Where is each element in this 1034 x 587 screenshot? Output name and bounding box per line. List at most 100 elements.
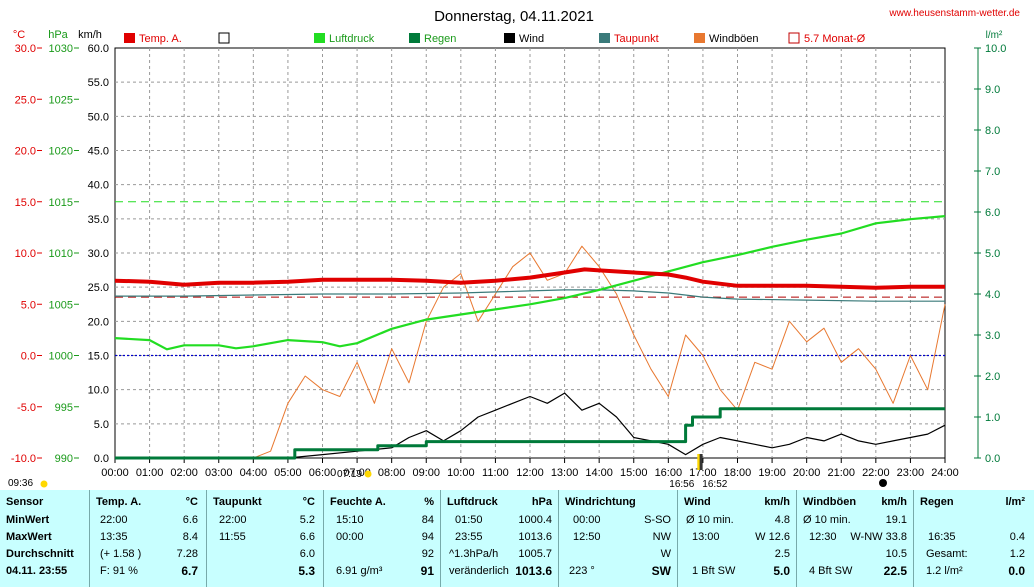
legend-swatch	[314, 33, 325, 43]
pressure-tick-label: 1020	[49, 146, 73, 158]
legend-label: Taupunkt	[614, 33, 659, 45]
dew-min-time: 22:00	[219, 514, 247, 526]
temp-now-value: 6.7	[181, 564, 198, 578]
dew-min-value: 5.2	[299, 514, 315, 526]
legend-label: Temp. A.	[139, 33, 182, 45]
gust-max-time: 12:30	[809, 531, 837, 543]
time-tick-label: 23:00	[897, 467, 925, 479]
website-link[interactable]: www.heusenstamm-wetter.de	[888, 8, 1020, 19]
gust-min-value: 19.1	[885, 514, 907, 526]
temp-min-value: 6.6	[182, 514, 198, 526]
rain-max-time: 16:35	[928, 531, 956, 543]
rain-tick-label: 9.0	[985, 84, 1000, 96]
wind-max-value: W 12.6	[755, 531, 790, 543]
temp-unit-label: °C	[13, 29, 25, 41]
series-gust	[115, 245, 946, 459]
stats-col-dewpoint: Taupunkt °C 22:00 5.2 11:55 6.6 6.0 5.3	[206, 490, 323, 587]
press-max-time: 23:55	[455, 531, 483, 543]
wind-tick-label: 5.0	[94, 419, 109, 431]
dir-now-note: 223 °	[569, 565, 595, 577]
rain-max-value: 0.4	[1009, 531, 1025, 543]
pressure-tick-label: 1010	[49, 248, 73, 260]
wind-min-label: Ø 10 min.	[686, 514, 734, 526]
chart-grid	[114, 47, 946, 459]
rain-tick-label: 8.0	[985, 125, 1000, 137]
moonset-label: 16:56	[669, 479, 694, 490]
wind-avg-value: 2.5	[774, 548, 790, 560]
pressure-tick-label: 1030	[49, 43, 73, 55]
maxwert-label: MaxWert	[6, 531, 52, 543]
wind-unit-label: km/h	[78, 29, 102, 41]
dir-min-time: 00:00	[573, 514, 601, 526]
rain-tick-label: 10.0	[985, 43, 1006, 55]
temp-max-value: 8.4	[182, 531, 198, 543]
rain-tick-label: 0.0	[985, 453, 1000, 465]
dew-avg-value: 6.0	[299, 548, 315, 560]
time-tick-label: 01:00	[136, 467, 164, 479]
temp-tick-label: 25.0	[15, 94, 36, 106]
temp-header: Temp. A.	[96, 496, 142, 508]
wind-tick-label: 10.0	[88, 385, 109, 397]
dew-header: Taupunkt	[213, 496, 262, 508]
sunset-marker	[697, 454, 701, 470]
legend-swatch	[504, 33, 515, 43]
temp-tick-label: 5.0	[21, 299, 36, 311]
rain-now-value: 0.0	[1008, 564, 1025, 578]
time-tick-label: 05:00	[274, 467, 302, 479]
legend-swatch	[694, 33, 705, 43]
hum-unit: %	[424, 496, 434, 508]
temp-tick-label: 20.0	[15, 146, 36, 158]
time-tick-label: 16:00	[655, 467, 683, 479]
minwert-label: MinWert	[6, 514, 50, 526]
wind-max-time: 13:00	[692, 531, 720, 543]
axis-tick-labels: 30.0 25.0 20.0 15.0 10.0 5.0 0.0 -5.0 -10.0 1030 1…	[11, 43, 1007, 479]
dir-header: Windrichtung	[565, 496, 636, 508]
stats-col-humidity: Feuchte A.% 15:10 84 00:00 94 92 6.91 g/m³…	[323, 490, 440, 587]
wind-unit: km/h	[764, 496, 790, 508]
chart-title: Donnerstag, 04.11.2021	[434, 8, 594, 25]
wind-tick-label: 55.0	[88, 77, 109, 89]
hum-now-note: 6.91 g/m³	[336, 565, 383, 577]
stats-col-pressure: Luftdruck hPa 01:50 1000.4 23:55 1013.6 ^1.…	[440, 490, 558, 587]
time-tick-label: 11:00	[482, 467, 509, 479]
time-tick-label: 19:00	[758, 467, 786, 479]
series-temperature	[114, 267, 945, 290]
temp-min-time: 22:00	[100, 514, 128, 526]
press-max-value: 1013.6	[518, 531, 552, 543]
wind-tick-label: 25.0	[88, 282, 109, 294]
gust-avg-value: 10.5	[885, 548, 907, 560]
wind-now-value: 5.0	[773, 564, 790, 578]
time-tick-label: 09:00	[412, 467, 440, 479]
legend-swatch	[218, 32, 230, 44]
press-min-value: 1000.4	[518, 514, 552, 526]
legend-label: Windböen	[709, 33, 759, 45]
temp-avg-value: 7.28	[176, 548, 198, 560]
dew-max-time: 11:55	[219, 531, 246, 543]
time-tick-label: 03:00	[205, 467, 233, 479]
stats-col-gust: Windböen km/h Ø 10 min. 19.1 12:30 W-NW 33.…	[796, 490, 913, 587]
wind-tick-label: 30.0	[88, 248, 109, 260]
legend-swatch	[124, 33, 135, 43]
temp-max-time: 13:35	[100, 531, 128, 543]
time-tick-label: 04:00	[240, 467, 268, 479]
time-tick-label: 22:00	[862, 467, 890, 479]
temp-unit: °C	[185, 496, 198, 508]
wind-tick-label: 45.0	[88, 146, 109, 158]
current-timestamp: 04.11. 23:55	[6, 565, 68, 577]
gust-max-value: W-NW 33.8	[850, 531, 907, 543]
temp-now-note: F: 91 %	[100, 565, 138, 577]
series-layer	[114, 215, 946, 460]
rain-header: Regen	[920, 496, 954, 508]
time-tick-label: 18:00	[724, 467, 752, 479]
wind-tick-label: 15.0	[88, 351, 109, 363]
sunset-label: 16:52	[702, 479, 727, 490]
hum-max-time: 00:00	[336, 531, 364, 543]
moonset-marker	[699, 454, 703, 470]
sunrise-label: 07:19	[337, 469, 362, 480]
rain-tick-label: 2.0	[985, 371, 1000, 383]
hum-avg-value: 92	[421, 548, 434, 560]
stats-col-wind-direction: Windrichtung 00:00 S-SO 12:50 NW W 223 ° SW	[558, 490, 677, 587]
new-moon-icon	[879, 479, 887, 487]
stats-col-wind: Wind km/h Ø 10 min. 4.8 13:00 W 12.6 2.5 1 …	[677, 490, 796, 587]
rain-tick-label: 7.0	[985, 166, 1000, 178]
